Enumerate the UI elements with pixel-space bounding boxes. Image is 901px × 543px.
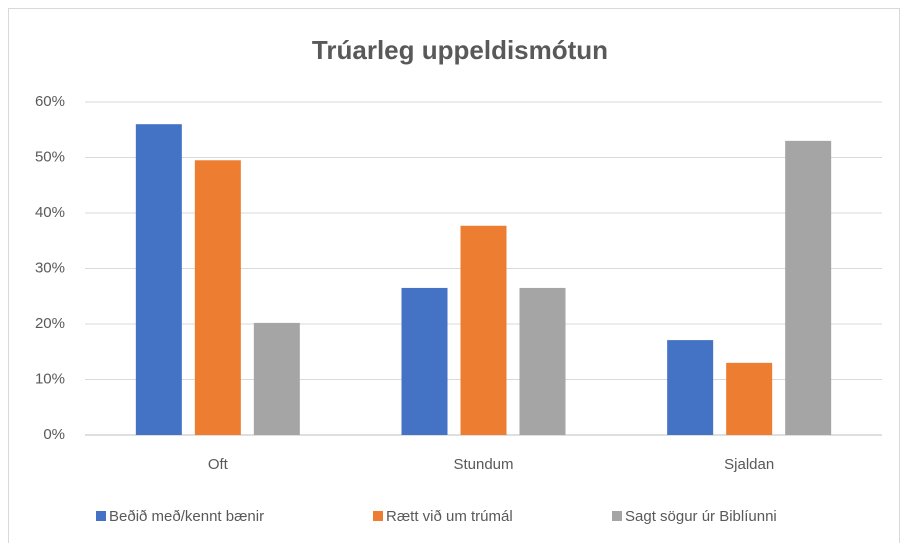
bar — [519, 287, 566, 435]
legend-swatch — [96, 511, 106, 521]
x-tick-label: Oft — [208, 456, 229, 473]
x-tick-label: Sjaldan — [724, 456, 774, 473]
y-tick-label: 40% — [35, 204, 65, 221]
y-tick-label: 10% — [35, 370, 65, 387]
bar — [667, 340, 714, 435]
y-tick-label: 50% — [35, 148, 65, 165]
chart-title: Trúarleg uppeldismótun — [312, 35, 608, 65]
bar — [785, 140, 832, 435]
bar — [726, 362, 773, 435]
y-tick-label: 30% — [35, 259, 65, 276]
y-tick-label: 20% — [35, 315, 65, 332]
legend-swatch — [612, 511, 622, 521]
x-tick-label: Stundum — [453, 456, 513, 473]
bar — [401, 287, 448, 435]
bar — [194, 160, 241, 435]
y-tick-label: 0% — [43, 426, 65, 443]
bar — [253, 322, 300, 435]
legend-label: Sagt sögur úr Biblíunni — [625, 508, 777, 525]
legend-label: Beðið með/kennt bænir — [109, 508, 264, 525]
legend-label: Rætt við um trúmál — [386, 508, 513, 525]
bar — [460, 225, 507, 435]
y-tick-label: 60% — [35, 93, 65, 110]
legend-swatch — [373, 511, 383, 521]
bar — [135, 124, 182, 435]
